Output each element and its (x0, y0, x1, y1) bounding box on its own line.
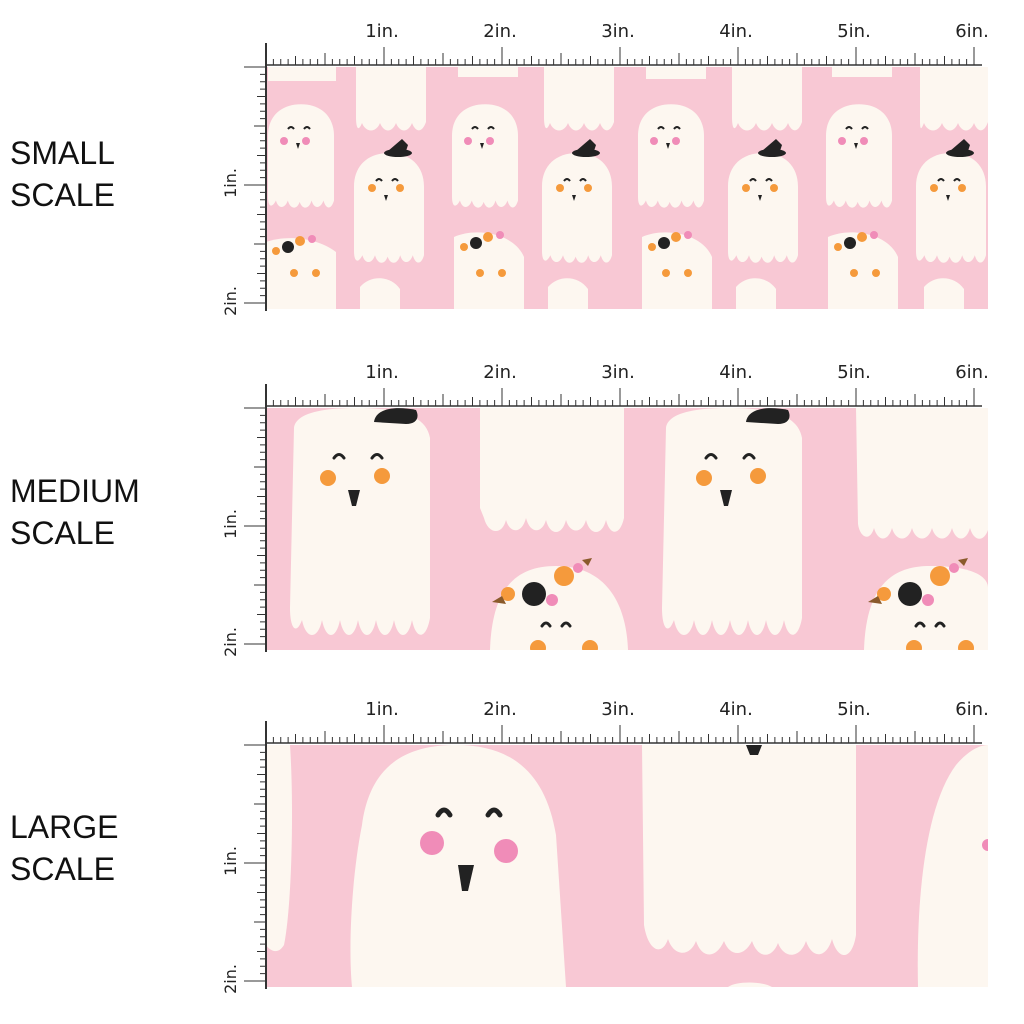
ruler-vlabel-2in: 2in. (221, 964, 240, 994)
ruler-label-1in: 1in. (365, 699, 399, 720)
ruler-label-1in: 1in. (365, 362, 399, 383)
ruler-label-3in: 3in. (601, 362, 635, 383)
small-ruler: 1in. 2in. 3in. 4in. 5in. 6in. 1in. 2in. (221, 21, 989, 316)
medium-ruler: 1in. 2in. 3in. 4in. 5in. 6in. 1in. 2in. (221, 362, 989, 657)
medium-pattern (266, 408, 988, 650)
ruler-label-6in: 6in. (955, 699, 989, 720)
ruler-label-1in: 1in. (365, 21, 399, 42)
ruler-label-5in: 5in. (837, 21, 871, 42)
ruler-label-2in: 2in. (483, 21, 517, 42)
medium-scale-label: MEDIUM SCALE (10, 470, 140, 554)
ruler-label-5in: 5in. (837, 699, 871, 720)
ruler-label-3in: 3in. (601, 21, 635, 42)
large-scale-label-line1: LARGE (10, 809, 119, 845)
ruler-vlabel-2in: 2in. (221, 627, 240, 657)
ruler-label-5in: 5in. (837, 362, 871, 383)
ruler-label-4in: 4in. (719, 362, 753, 383)
small-scale-label: SMALL SCALE (10, 132, 115, 216)
large-ruler: 1in. 2in. 3in. 4in. 5in. 6in. 1in. 2in. (221, 699, 989, 994)
small-scale-label-line1: SMALL (10, 135, 115, 171)
ruler-label-6in: 6in. (955, 362, 989, 383)
ruler-label-2in: 2in. (483, 362, 517, 383)
large-scale-label-line2: SCALE (10, 851, 115, 887)
medium-scale-swatch (266, 408, 988, 650)
large-scale-label: LARGE SCALE (10, 806, 118, 890)
ruler-label-4in: 4in. (719, 21, 753, 42)
large-pattern (266, 745, 988, 987)
ruler-label-2in: 2in. (483, 699, 517, 720)
ruler-label-4in: 4in. (719, 699, 753, 720)
ruler-vlabel-1in: 1in. (221, 846, 240, 876)
small-pattern (266, 67, 988, 309)
small-scale-swatch (266, 67, 988, 309)
ruler-label-3in: 3in. (601, 699, 635, 720)
small-scale-label-line2: SCALE (10, 177, 115, 213)
large-scale-swatch (266, 745, 988, 987)
medium-scale-label-line1: MEDIUM (10, 473, 140, 509)
ruler-vlabel-1in: 1in. (221, 168, 240, 198)
ruler-label-6in: 6in. (955, 21, 989, 42)
ruler-vlabel-2in: 2in. (221, 286, 240, 316)
ruler-vlabel-1in: 1in. (221, 509, 240, 539)
medium-scale-label-line2: SCALE (10, 515, 115, 551)
